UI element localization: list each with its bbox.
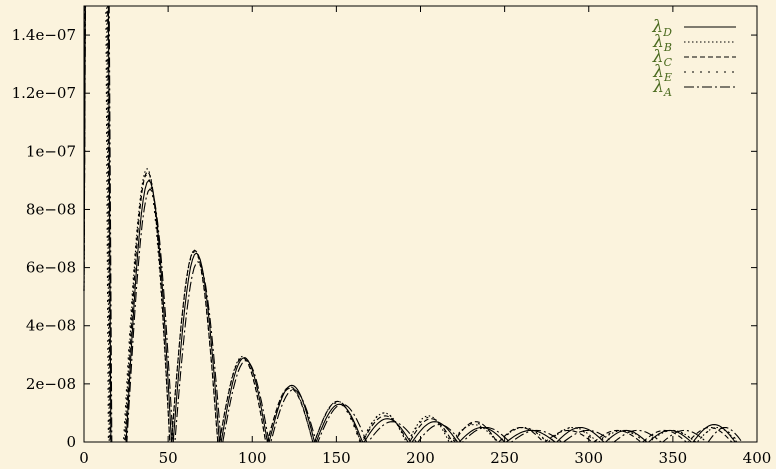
x-tick-label: 400 <box>743 449 772 467</box>
y-tick-label: 6e−08 <box>26 259 76 277</box>
x-tick-label: 300 <box>574 449 603 467</box>
y-tick-label: 4e−08 <box>26 317 76 335</box>
legend-label: λD <box>651 17 672 39</box>
x-tick-label: 50 <box>159 449 178 467</box>
x-tick-label: 0 <box>79 449 89 467</box>
y-tick-label: 8e−08 <box>26 200 76 218</box>
y-tick-label: 1.4e−07 <box>12 26 76 44</box>
y-tick-label: 1.2e−07 <box>12 84 76 102</box>
series-line-d <box>83 5 757 443</box>
legend-label: λB <box>652 32 672 54</box>
x-tick-label: 100 <box>238 449 267 467</box>
y-tick-label: 1e−07 <box>26 142 76 160</box>
x-tick-label: 150 <box>322 449 351 467</box>
y-tick-label: 0 <box>66 433 76 451</box>
x-tick-label: 350 <box>659 449 688 467</box>
x-tick-label: 200 <box>406 449 435 467</box>
legend-label: λC <box>652 47 673 69</box>
y-tick-label: 2e−08 <box>26 375 76 393</box>
x-tick-label: 250 <box>490 449 519 467</box>
legend-label: λE <box>652 62 672 84</box>
series-line-c <box>83 5 757 443</box>
legend-label: λA <box>652 77 672 99</box>
series-line-e <box>83 5 757 443</box>
